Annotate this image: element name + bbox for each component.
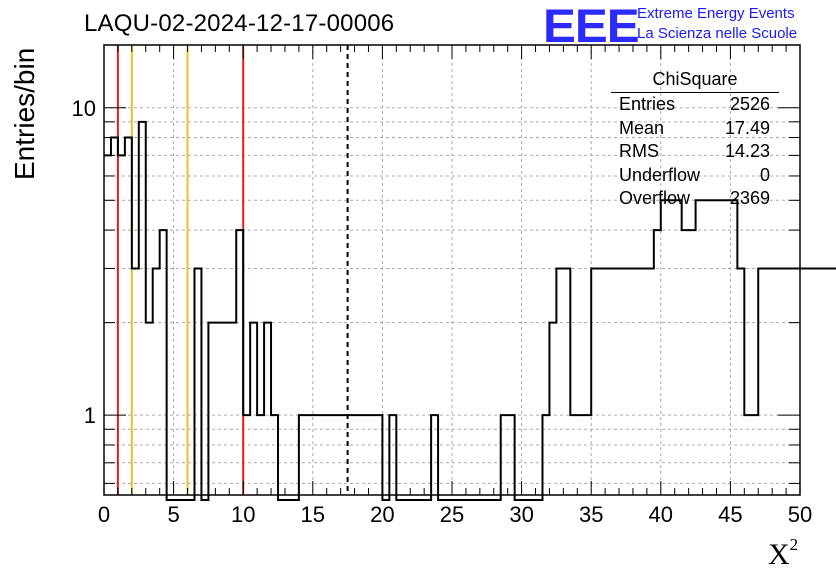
histogram-bin: [563, 268, 570, 495]
histogram-bin: [821, 268, 828, 495]
histogram-bin: [549, 323, 556, 495]
stats-row: Underflow 0: [611, 164, 779, 188]
histogram-bin: [758, 268, 765, 495]
histogram-bin: [626, 268, 633, 495]
x-tick-label: 15: [301, 502, 325, 527]
histogram-bin: [598, 268, 605, 495]
stats-value: 2526: [729, 94, 770, 114]
histogram-outline: [104, 120, 836, 501]
x-tick-label: 25: [440, 502, 464, 527]
histogram-bin: [828, 268, 835, 495]
histogram-bin: [723, 200, 730, 495]
x-tick-label: 30: [509, 502, 533, 527]
logo-mark: EEE: [543, 0, 640, 52]
stats-row: Mean 17.49: [611, 117, 779, 141]
histogram-bin: [689, 230, 696, 495]
histogram-bars: [104, 120, 836, 501]
stats-label: Mean: [619, 117, 665, 138]
histogram-bin: [194, 268, 201, 495]
logo-text: Extreme Energy Events La Scienza nelle S…: [637, 4, 836, 44]
histogram-bin: [139, 122, 146, 495]
histogram-bin: [111, 138, 118, 495]
x-tick-label: 20: [370, 502, 394, 527]
stats-value: 17.49: [724, 117, 770, 138]
histogram-bin: [104, 155, 111, 495]
histogram-bin: [160, 230, 167, 495]
stats-label: Entries: [619, 94, 676, 114]
stats-label: RMS: [619, 141, 659, 161]
histogram-bin: [591, 268, 598, 495]
logo-line-1: Extreme Energy Events: [637, 5, 795, 22]
stats-row: Overflow 2369: [611, 187, 779, 211]
stats-box: ChiSquare Entries 2526 Mean 17.49 RMS 14.23 Un…: [611, 68, 779, 211]
histogram-bin: [264, 323, 271, 495]
x-axis-label: X2: [768, 535, 799, 571]
x-tick-label: 40: [649, 502, 673, 527]
x-tick-label: 35: [579, 502, 603, 527]
histogram-bin: [229, 323, 236, 495]
stats-row: Entries 2526: [611, 93, 779, 117]
histogram-bin: [682, 230, 689, 495]
chart-title: LAQU-02-2024-12-17-00006: [84, 10, 395, 37]
histogram-bin: [647, 268, 654, 495]
histogram-bin: [668, 200, 675, 495]
histogram-bin: [730, 200, 737, 495]
histogram-bin: [250, 323, 257, 495]
stats-rows: Entries 2526 Mean 17.49 RMS 14.23 Underflow 0 Ov…: [611, 93, 779, 211]
histogram-bin: [132, 268, 139, 495]
histogram-bin: [125, 138, 132, 495]
histogram-bin: [222, 323, 229, 495]
x-tick-label: 45: [718, 502, 742, 527]
histogram-bin: [633, 268, 640, 495]
x-tick-label: 10: [231, 502, 255, 527]
histogram-bin: [605, 268, 612, 495]
histogram-bin: [703, 200, 710, 495]
stats-value: 2369: [729, 188, 770, 208]
histogram-bin: [710, 200, 717, 495]
histogram-bin: [661, 200, 668, 495]
histogram-bin: [118, 155, 125, 495]
stats-title: ChiSquare: [611, 68, 779, 93]
histogram-bin: [765, 268, 772, 495]
histogram-bin: [208, 323, 215, 495]
histogram-bin: [814, 268, 821, 495]
histogram-bin: [654, 230, 661, 495]
histogram-bin: [675, 200, 682, 495]
stats-label: Overflow: [619, 188, 691, 208]
x-tick-label: 0: [98, 502, 110, 527]
stats-value: 14.23: [724, 141, 770, 161]
stats-label: Underflow: [619, 164, 701, 185]
histogram-bin: [696, 200, 703, 495]
histogram-bin: [619, 268, 626, 495]
logo-line-2: La Scienza nelle Scuole: [637, 25, 798, 42]
histogram-bin: [793, 268, 800, 495]
x-tick-label: 50: [788, 502, 812, 527]
y-tick-label: 1: [84, 403, 96, 428]
histogram-bin: [786, 268, 793, 495]
histogram-bin: [640, 268, 647, 495]
histogram-bin: [215, 323, 222, 495]
tick-marks: [103, 45, 801, 495]
histogram-bin: [807, 268, 814, 495]
histogram-bin: [716, 200, 723, 495]
eee-logo: EEE Extreme Energy Events La Scienza nel…: [543, 2, 797, 49]
histogram-bin: [556, 268, 563, 495]
x-tick-label: 5: [167, 502, 179, 527]
histogram-bin: [612, 268, 619, 495]
histogram-bin: [737, 268, 744, 495]
histogram-bin: [236, 230, 243, 495]
y-tick-label: 10: [72, 96, 96, 121]
stats-value: 0: [759, 164, 770, 185]
histogram-bin: [146, 323, 153, 495]
tick-labels: 0 5 10 15 20 25 30 35 40 45 50 1 10: [72, 96, 813, 527]
histogram-bin: [800, 268, 807, 495]
histogram-bin: [779, 268, 786, 495]
histogram-bin: [153, 268, 160, 495]
stats-row: RMS 14.23: [611, 140, 779, 164]
histogram-bin: [772, 268, 779, 495]
